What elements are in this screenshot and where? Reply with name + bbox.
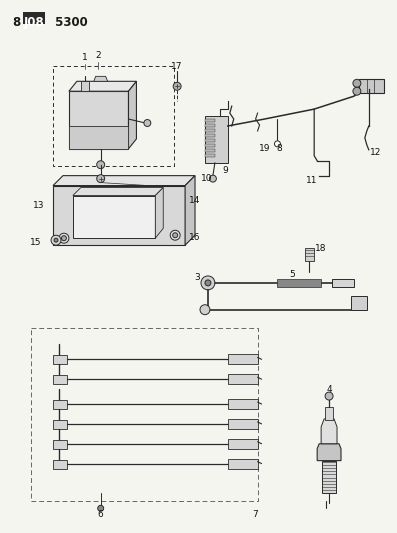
Polygon shape [73,188,163,196]
Bar [228,439,258,449]
Bar [228,399,258,409]
Text: 4: 4 [326,385,332,394]
Circle shape [274,141,280,147]
Polygon shape [73,196,155,238]
Circle shape [51,235,61,245]
Bar [228,419,258,429]
Text: 5300: 5300 [51,16,88,29]
Circle shape [201,276,215,290]
Text: 9: 9 [222,166,228,175]
Text: 7: 7 [252,510,258,519]
Polygon shape [69,91,129,149]
Bar [228,354,258,365]
Bar [53,420,67,429]
Bar [305,248,314,261]
Bar [351,296,367,310]
Bar [69,126,129,149]
Circle shape [97,175,105,183]
Bar [23,12,45,23]
Circle shape [205,280,211,286]
Polygon shape [69,82,137,91]
Circle shape [54,238,58,242]
Polygon shape [94,76,108,82]
Bar [31,328,258,502]
Circle shape [59,233,69,243]
Circle shape [173,233,177,238]
Bar [322,461,336,494]
Bar [228,374,258,384]
Circle shape [353,79,361,87]
Bar [53,400,67,409]
Circle shape [144,119,151,126]
Polygon shape [205,139,215,142]
Circle shape [98,505,104,511]
Circle shape [353,87,361,95]
Circle shape [97,161,105,168]
Text: 8: 8 [13,16,26,29]
Text: 10: 10 [201,174,213,183]
Text: 18: 18 [315,244,327,253]
Bar [53,375,67,384]
Polygon shape [205,124,215,127]
Text: 5: 5 [289,270,295,279]
Text: 6: 6 [98,510,104,519]
Bar [53,67,174,166]
Text: 13: 13 [33,201,45,210]
Circle shape [210,175,216,182]
Polygon shape [205,129,215,132]
Polygon shape [185,176,195,245]
Polygon shape [317,444,341,461]
Text: 14: 14 [189,196,201,205]
Bar [332,279,354,287]
Text: J08: J08 [24,16,44,29]
Polygon shape [205,134,215,137]
Text: 12: 12 [370,148,382,157]
Text: 17: 17 [172,62,183,71]
Polygon shape [205,119,215,122]
Polygon shape [321,419,337,444]
Bar [359,79,384,93]
Polygon shape [81,82,89,91]
Bar [53,440,67,449]
Polygon shape [205,149,215,152]
Bar [53,459,67,469]
Polygon shape [129,82,137,149]
Polygon shape [53,176,195,185]
Text: 2: 2 [95,52,100,60]
Bar [53,356,67,365]
Circle shape [62,236,66,241]
Bar [278,279,321,287]
Bar [228,458,258,469]
Text: 1: 1 [82,53,88,62]
Text: 3: 3 [194,273,200,282]
Polygon shape [205,154,215,157]
Polygon shape [205,144,215,147]
Text: 8: 8 [277,144,282,154]
Polygon shape [53,185,185,245]
Bar [325,407,333,420]
Polygon shape [205,116,228,163]
Text: 11: 11 [305,176,317,185]
Circle shape [173,82,181,90]
Circle shape [170,230,180,240]
Text: 15: 15 [31,238,42,247]
Circle shape [200,305,210,314]
Polygon shape [155,188,163,238]
Circle shape [325,392,333,400]
Text: 16: 16 [189,233,201,241]
Text: 19: 19 [259,144,270,154]
